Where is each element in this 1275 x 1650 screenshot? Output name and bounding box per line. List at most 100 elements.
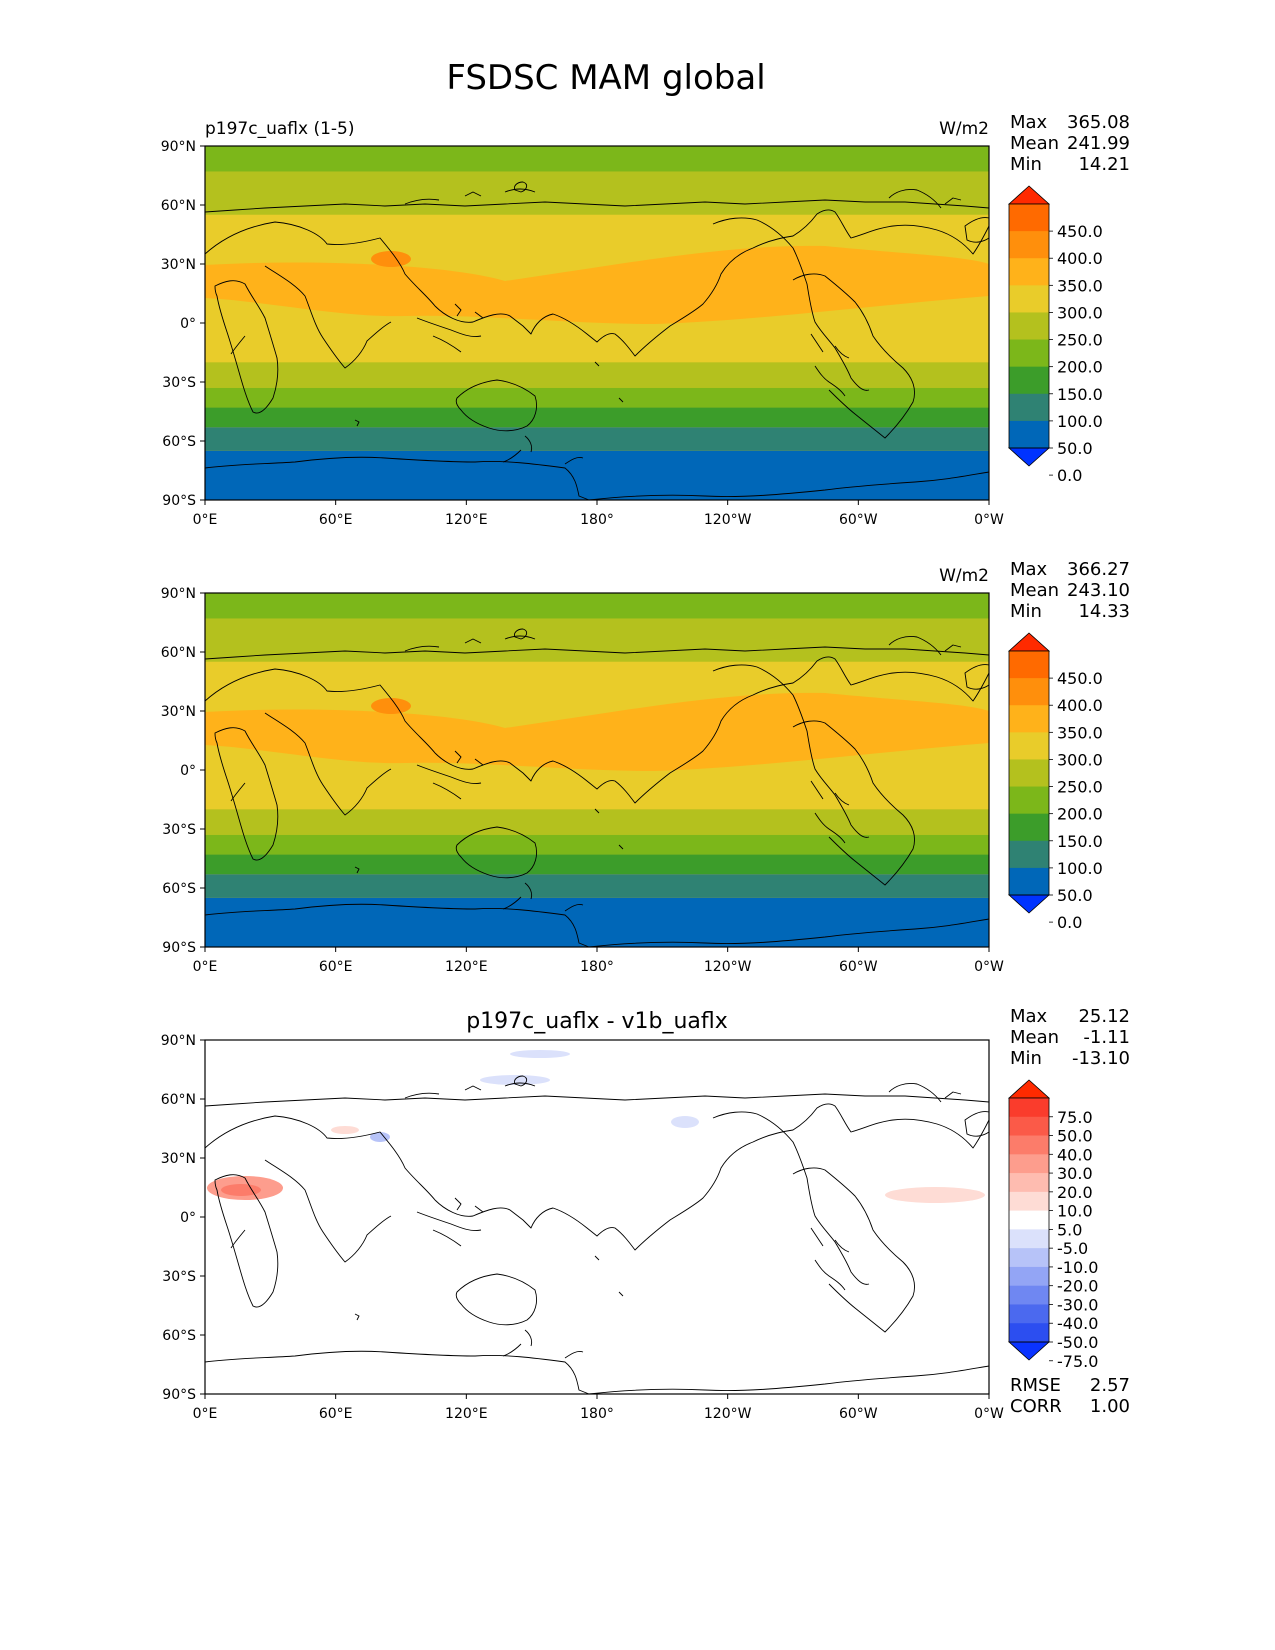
colorbar-tick-label: -30.0: [1057, 1295, 1098, 1314]
map-background: [205, 1040, 989, 1394]
stat-value: 241.99: [1067, 133, 1130, 154]
lon-tick-label: 60°W: [839, 512, 878, 528]
colorbar-segment: [1009, 786, 1049, 815]
lon-tick-label: 120°E: [445, 512, 488, 528]
stat-value: 25.12: [1078, 1006, 1130, 1027]
lon-tick-label: 120°W: [704, 959, 752, 975]
lat-tick-label: 90°N: [161, 586, 196, 602]
footer-stat-label: CORR: [1010, 1396, 1062, 1417]
anomaly-negative: [370, 1132, 390, 1142]
stat-label: Max: [1010, 1006, 1048, 1027]
colorbar-tick-label: 300.0: [1057, 303, 1103, 322]
colorbar: 450.0 400.0 350.0 300.0 250.0 200.0 150.0 100.0…: [1007, 632, 1103, 932]
colorbar-segment: [1009, 705, 1049, 733]
lat-tick-label: 60°S: [162, 434, 196, 450]
lon-tick-label: 60°W: [839, 1406, 878, 1422]
colorbar-segment: [1009, 366, 1049, 395]
colorbar-segment: [1009, 204, 1049, 232]
colorbar-tick-label: 150.0: [1057, 832, 1103, 851]
panel-units: W/m2: [939, 566, 989, 586]
colorbar-segment: [1009, 813, 1049, 842]
lon-tick-label: 120°W: [704, 512, 752, 528]
lon-tick-label: 0°E: [193, 959, 218, 975]
lon-tick-label: 60°E: [319, 1406, 353, 1422]
lon-tick-label: 0°W: [974, 512, 1004, 528]
colorbar-tick-label: -5.0: [1057, 1239, 1088, 1258]
colorbar-tick-label: 400.0: [1057, 249, 1103, 268]
colorbar-segment: [1009, 285, 1049, 313]
colorbar-segment: [1009, 1323, 1049, 1343]
lat-tick-label: 90°N: [161, 139, 196, 155]
colorbar-frame: [1008, 650, 1050, 896]
panel-reference: 90°N 60°N 30°N 0° 30°S 60°S 90°S 0°E 60°E 120°E 18…: [161, 559, 1130, 975]
field-hotspot: [371, 251, 411, 267]
colorbar-segment: [1009, 840, 1049, 869]
colorbar-tick-label: -75.0: [1057, 1352, 1098, 1371]
field-band: [205, 146, 989, 172]
lon-tick-label: 0°W: [974, 959, 1004, 975]
colorbar-tick-label: 150.0: [1057, 385, 1103, 404]
anomaly-positive: [221, 1184, 261, 1196]
colorbar-segment: [1009, 1285, 1049, 1305]
stat-label: Min: [1010, 601, 1042, 622]
lon-tick-label: 180°: [580, 959, 614, 975]
colorbar-tick-label: -50.0: [1057, 1333, 1098, 1352]
lon-tick-label: 0°W: [974, 1406, 1004, 1422]
lat-tick-label: 60°N: [161, 1092, 196, 1108]
colorbar-tick-label: -10.0: [1057, 1258, 1098, 1277]
colorbar-tick-label: 400.0: [1057, 696, 1103, 715]
colorbar-tick-label: 50.0: [1057, 439, 1093, 458]
field-band: [205, 387, 989, 408]
colorbar-segment: [1009, 1229, 1049, 1249]
panel-test: 90°N 60°N 30°N 0° 30°S 60°S 90°S 0°E 60°E 120°E 18…: [161, 112, 1130, 528]
lon-tick-label: 180°: [580, 1406, 614, 1422]
colorbar-tick-label: 50.0: [1057, 886, 1093, 905]
lat-tick-label: 0°: [180, 316, 196, 332]
colorbar-segment: [1009, 1135, 1049, 1155]
colorbar-segment: [1009, 1098, 1049, 1118]
colorbar-tick-label: 200.0: [1057, 358, 1103, 377]
colorbar-segment: [1009, 1266, 1049, 1287]
colorbar-segment: [1009, 1116, 1049, 1137]
field-band: [205, 214, 989, 257]
lon-tick-label: 120°E: [445, 1406, 488, 1422]
colorbar-segment: [1009, 1210, 1049, 1230]
stat-value: 14.33: [1078, 601, 1130, 622]
stat-label: Max: [1010, 559, 1048, 580]
field-band: [205, 618, 989, 662]
field-band: [205, 593, 989, 619]
lat-tick-label: 60°N: [161, 198, 196, 214]
colorbar-segment: [1009, 1304, 1049, 1324]
lon-tick-label: 60°E: [319, 959, 353, 975]
field-band: [205, 874, 989, 898]
lat-tick-label: 90°N: [161, 1033, 196, 1049]
colorbar-segment: [1009, 312, 1049, 341]
stat-value: -1.11: [1083, 1027, 1130, 1048]
footer-stat-value: 1.00: [1090, 1396, 1130, 1417]
colorbar-segment: [1009, 1173, 1049, 1193]
colorbar-segment: [1009, 393, 1049, 422]
colorbar-tick-label: 0.0: [1057, 466, 1082, 485]
stat-label: Mean: [1010, 1027, 1059, 1048]
lat-tick-label: 90°S: [162, 940, 196, 956]
colorbar-segment: [1009, 420, 1049, 449]
stat-value: 366.27: [1067, 559, 1130, 580]
colorbar-segment: [1009, 678, 1049, 706]
colorbar-tick-label: 250.0: [1057, 331, 1103, 350]
stat-label: Max: [1010, 112, 1048, 133]
colorbar-tick-label: 5.0: [1057, 1220, 1082, 1239]
colorbar-segment: [1009, 258, 1049, 286]
lon-tick-label: 0°E: [193, 512, 218, 528]
colorbar-tick-label: 75.0: [1057, 1108, 1093, 1127]
colorbar-tick-label: 100.0: [1057, 859, 1103, 878]
colorbar: 450.0 400.0 350.0 300.0 250.0 200.0 150.0 100.0…: [1007, 185, 1103, 485]
panels: 90°N 60°N 30°N 0° 30°S 60°S 90°S 0°E 60°E 120°E 18…: [161, 112, 1130, 1422]
stat-label: Min: [1010, 154, 1042, 175]
lat-tick-label: 30°S: [162, 375, 196, 391]
colorbar-tick-label: 250.0: [1057, 778, 1103, 797]
colorbar-tick-label: 20.0: [1057, 1183, 1093, 1202]
figure-title: FSDSC MAM global: [446, 58, 765, 98]
colorbar-tick-label: 50.0: [1057, 1127, 1093, 1146]
field-band: [205, 661, 989, 704]
stat-value: 365.08: [1067, 112, 1130, 133]
